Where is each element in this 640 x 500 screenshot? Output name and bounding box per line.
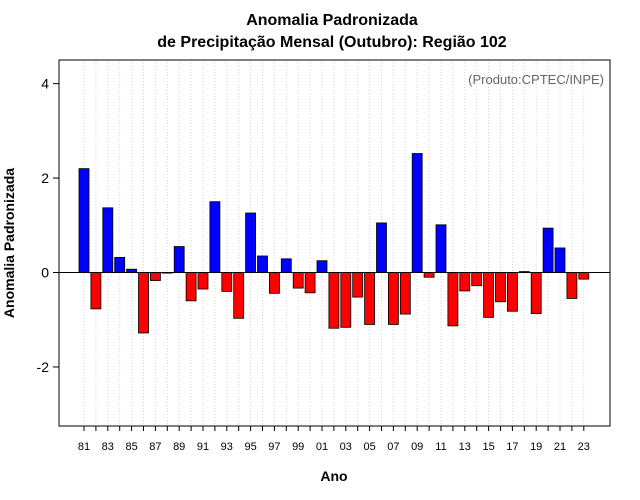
grid-lines xyxy=(83,60,585,426)
x-tick-label: 01 xyxy=(316,441,328,453)
bar-23 xyxy=(578,272,590,280)
chart-subtitle: de Precipitação Mensal (Outubro): Região… xyxy=(157,34,507,51)
bar-82 xyxy=(90,272,102,310)
x-tick-label: 99 xyxy=(292,441,304,453)
y-axis-title: Anomalia Padronizada xyxy=(1,168,17,318)
bar-84 xyxy=(114,257,126,273)
chart-title: Anomalia Padronizada xyxy=(246,12,418,29)
bar-06 xyxy=(376,222,387,273)
bars xyxy=(78,153,590,334)
bar-08 xyxy=(399,272,411,315)
bar-99 xyxy=(292,272,304,289)
bar-17 xyxy=(506,272,518,312)
x-axis-title: Ano xyxy=(320,468,347,484)
x-tick-label: 13 xyxy=(459,441,471,453)
bar-22 xyxy=(566,272,578,299)
x-tick-label: 07 xyxy=(387,441,399,453)
x-tick-label: 03 xyxy=(340,441,352,453)
bar-87 xyxy=(149,272,161,281)
bar-95 xyxy=(245,212,257,273)
bar-21 xyxy=(554,247,566,273)
x-tick-label: 83 xyxy=(102,441,114,453)
bar-13 xyxy=(459,272,471,292)
x-tick-label: 09 xyxy=(411,441,423,453)
x-tick-label: 21 xyxy=(554,441,566,453)
bar-11 xyxy=(435,224,447,273)
bar-03 xyxy=(340,272,352,328)
x-tick-label: 15 xyxy=(482,441,494,453)
bar-93 xyxy=(221,272,233,292)
bar-05 xyxy=(364,272,376,325)
bar-19 xyxy=(530,272,542,315)
bar-07 xyxy=(387,272,399,325)
bar-92 xyxy=(209,201,221,273)
bar-91 xyxy=(197,272,209,290)
bar-90 xyxy=(185,272,197,302)
x-tick-label: 11 xyxy=(435,441,446,453)
y-tick-label: 0 xyxy=(41,265,49,281)
bar-81 xyxy=(78,168,90,273)
bar-89 xyxy=(173,246,185,273)
x-tick-label: 89 xyxy=(173,441,185,453)
bar-01 xyxy=(316,260,328,273)
y-axis: 4 2 0 -2 xyxy=(37,76,59,375)
y-tick-label: 4 xyxy=(41,76,49,92)
bar-83 xyxy=(102,207,114,273)
bar-86 xyxy=(138,272,149,334)
x-tick-label: 87 xyxy=(149,441,161,453)
plot-frame xyxy=(58,59,611,427)
x-tick-label: 05 xyxy=(363,441,375,453)
bar-96 xyxy=(257,255,268,273)
bar-16 xyxy=(495,272,506,303)
bar-04 xyxy=(352,272,364,298)
x-tick-label: 19 xyxy=(530,441,542,453)
bar-12 xyxy=(447,272,459,327)
bar-09 xyxy=(411,153,423,273)
y-tick-label: 2 xyxy=(41,170,49,186)
bar-10 xyxy=(423,272,435,278)
bar-00 xyxy=(304,272,316,294)
x-tick-label: 97 xyxy=(268,441,280,453)
x-tick-label: 91 xyxy=(197,441,209,453)
x-axis: 81 83 85 87 89 91 93 95 97 99 01 03 05 07 09 11 13 15 17 19… xyxy=(78,426,590,453)
x-tick-label: 17 xyxy=(506,441,518,453)
bar-94 xyxy=(233,272,245,319)
x-tick-label: 85 xyxy=(125,441,137,453)
y-tick-label: -2 xyxy=(37,359,50,375)
bar-20 xyxy=(542,227,554,273)
x-tick-label: 93 xyxy=(221,441,233,453)
bar-02 xyxy=(328,272,340,329)
credit-text: (Produto:CPTEC/INPE) xyxy=(468,72,604,87)
x-tick-label: 23 xyxy=(578,441,590,453)
bar-15 xyxy=(483,272,495,318)
bar-97 xyxy=(268,272,280,294)
x-tick-label: 81 xyxy=(78,441,90,453)
bar-98 xyxy=(280,258,292,273)
bar-14 xyxy=(471,272,483,287)
x-tick-label: 95 xyxy=(244,441,256,453)
